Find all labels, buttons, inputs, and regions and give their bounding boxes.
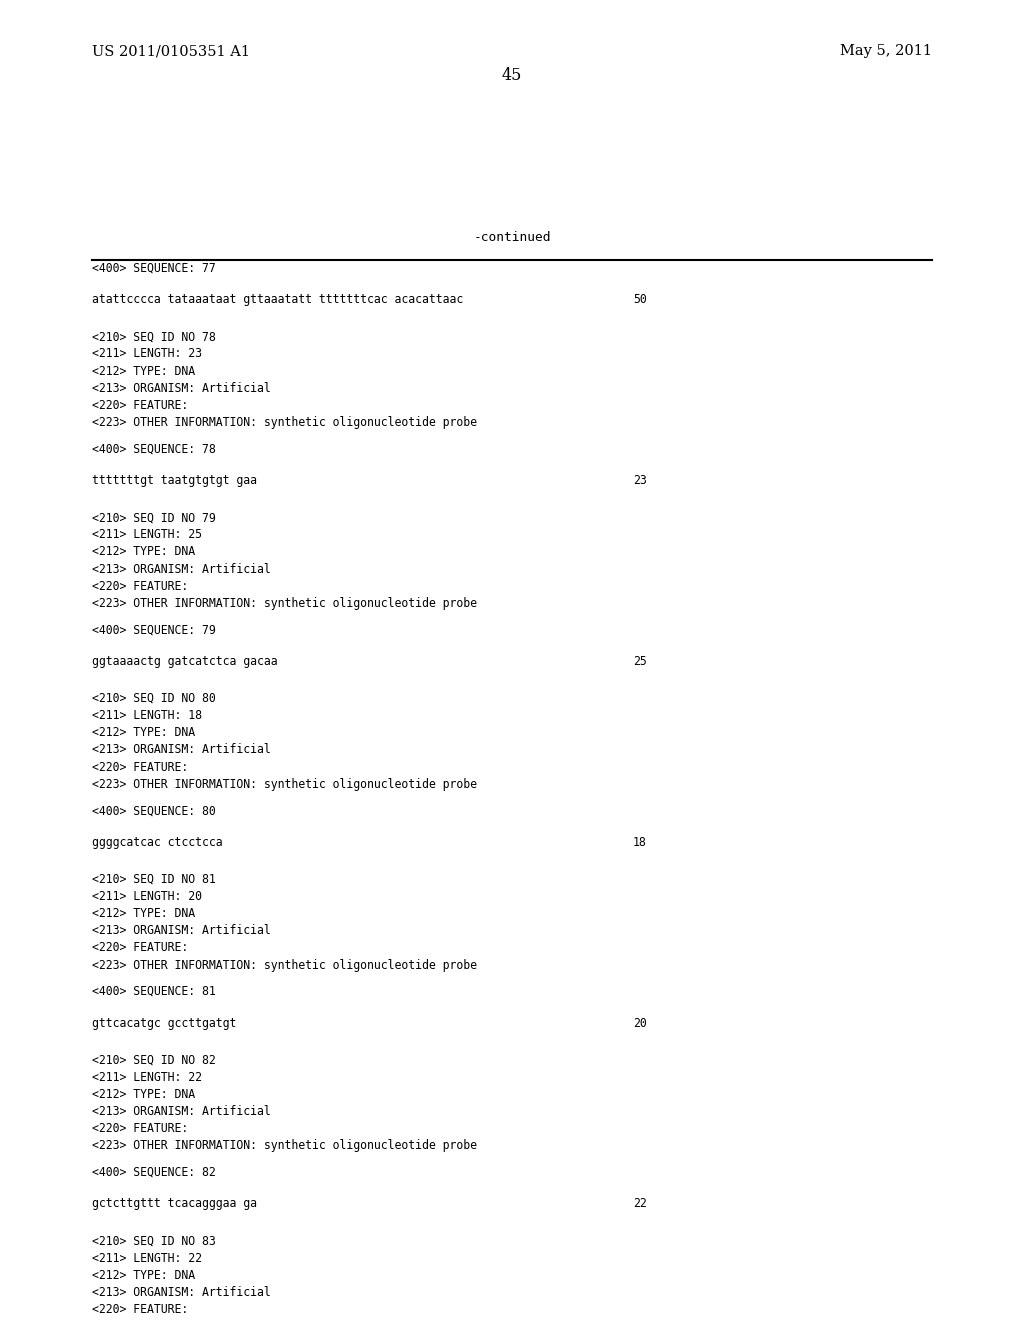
Text: 23: 23 xyxy=(633,474,646,487)
Text: <210> SEQ ID NO 83: <210> SEQ ID NO 83 xyxy=(92,1234,216,1247)
Text: <210> SEQ ID NO 79: <210> SEQ ID NO 79 xyxy=(92,511,216,524)
Text: <212> TYPE: DNA: <212> TYPE: DNA xyxy=(92,1088,196,1101)
Text: 25: 25 xyxy=(633,655,646,668)
Text: <400> SEQUENCE: 78: <400> SEQUENCE: 78 xyxy=(92,442,216,455)
Text: <211> LENGTH: 22: <211> LENGTH: 22 xyxy=(92,1071,202,1084)
Text: <211> LENGTH: 22: <211> LENGTH: 22 xyxy=(92,1251,202,1265)
Text: <212> TYPE: DNA: <212> TYPE: DNA xyxy=(92,1269,196,1282)
Text: <220> FEATURE:: <220> FEATURE: xyxy=(92,1122,188,1135)
Text: <220> FEATURE:: <220> FEATURE: xyxy=(92,941,188,954)
Text: <400> SEQUENCE: 77: <400> SEQUENCE: 77 xyxy=(92,261,216,275)
Text: <213> ORGANISM: Artificial: <213> ORGANISM: Artificial xyxy=(92,924,271,937)
Text: <213> ORGANISM: Artificial: <213> ORGANISM: Artificial xyxy=(92,1105,271,1118)
Text: 20: 20 xyxy=(633,1016,646,1030)
Text: <210> SEQ ID NO 78: <210> SEQ ID NO 78 xyxy=(92,330,216,343)
Text: tttttttgt taatgtgtgt gaa: tttttttgt taatgtgtgt gaa xyxy=(92,474,257,487)
Text: <400> SEQUENCE: 82: <400> SEQUENCE: 82 xyxy=(92,1166,216,1179)
Text: <212> TYPE: DNA: <212> TYPE: DNA xyxy=(92,545,196,558)
Text: <213> ORGANISM: Artificial: <213> ORGANISM: Artificial xyxy=(92,562,271,576)
Text: <212> TYPE: DNA: <212> TYPE: DNA xyxy=(92,726,196,739)
Text: ggtaaaactg gatcatctca gacaa: ggtaaaactg gatcatctca gacaa xyxy=(92,655,278,668)
Text: <223> OTHER INFORMATION: synthetic oligonucleotide probe: <223> OTHER INFORMATION: synthetic oligo… xyxy=(92,416,477,429)
Text: <400> SEQUENCE: 79: <400> SEQUENCE: 79 xyxy=(92,623,216,636)
Text: <223> OTHER INFORMATION: synthetic oligonucleotide probe: <223> OTHER INFORMATION: synthetic oligo… xyxy=(92,777,477,791)
Text: 50: 50 xyxy=(633,293,646,306)
Text: <400> SEQUENCE: 81: <400> SEQUENCE: 81 xyxy=(92,985,216,998)
Text: gttcacatgc gccttgatgt: gttcacatgc gccttgatgt xyxy=(92,1016,237,1030)
Text: <213> ORGANISM: Artificial: <213> ORGANISM: Artificial xyxy=(92,743,271,756)
Text: <212> TYPE: DNA: <212> TYPE: DNA xyxy=(92,907,196,920)
Text: 22: 22 xyxy=(633,1197,646,1210)
Text: -continued: -continued xyxy=(473,231,551,244)
Text: <223> OTHER INFORMATION: synthetic oligonucleotide probe: <223> OTHER INFORMATION: synthetic oligo… xyxy=(92,1139,477,1152)
Text: <210> SEQ ID NO 81: <210> SEQ ID NO 81 xyxy=(92,873,216,886)
Text: 45: 45 xyxy=(502,67,522,84)
Text: <223> OTHER INFORMATION: synthetic oligonucleotide probe: <223> OTHER INFORMATION: synthetic oligo… xyxy=(92,597,477,610)
Text: gctcttgttt tcacagggaa ga: gctcttgttt tcacagggaa ga xyxy=(92,1197,257,1210)
Text: <210> SEQ ID NO 82: <210> SEQ ID NO 82 xyxy=(92,1053,216,1067)
Text: <220> FEATURE:: <220> FEATURE: xyxy=(92,399,188,412)
Text: <211> LENGTH: 18: <211> LENGTH: 18 xyxy=(92,709,202,722)
Text: <210> SEQ ID NO 80: <210> SEQ ID NO 80 xyxy=(92,692,216,705)
Text: <220> FEATURE:: <220> FEATURE: xyxy=(92,579,188,593)
Text: <220> FEATURE:: <220> FEATURE: xyxy=(92,760,188,774)
Text: <213> ORGANISM: Artificial: <213> ORGANISM: Artificial xyxy=(92,381,271,395)
Text: <400> SEQUENCE: 80: <400> SEQUENCE: 80 xyxy=(92,804,216,817)
Text: atattcccca tataaataat gttaaatatt tttttttcac acacattaac: atattcccca tataaataat gttaaatatt ttttttt… xyxy=(92,293,464,306)
Text: <211> LENGTH: 25: <211> LENGTH: 25 xyxy=(92,528,202,541)
Text: US 2011/0105351 A1: US 2011/0105351 A1 xyxy=(92,44,250,58)
Text: <211> LENGTH: 20: <211> LENGTH: 20 xyxy=(92,890,202,903)
Text: <213> ORGANISM: Artificial: <213> ORGANISM: Artificial xyxy=(92,1286,271,1299)
Text: <220> FEATURE:: <220> FEATURE: xyxy=(92,1303,188,1316)
Text: <211> LENGTH: 23: <211> LENGTH: 23 xyxy=(92,347,202,360)
Text: <212> TYPE: DNA: <212> TYPE: DNA xyxy=(92,364,196,378)
Text: <223> OTHER INFORMATION: synthetic oligonucleotide probe: <223> OTHER INFORMATION: synthetic oligo… xyxy=(92,958,477,972)
Text: ggggcatcac ctcctcca: ggggcatcac ctcctcca xyxy=(92,836,223,849)
Text: May 5, 2011: May 5, 2011 xyxy=(840,44,932,58)
Text: 18: 18 xyxy=(633,836,646,849)
